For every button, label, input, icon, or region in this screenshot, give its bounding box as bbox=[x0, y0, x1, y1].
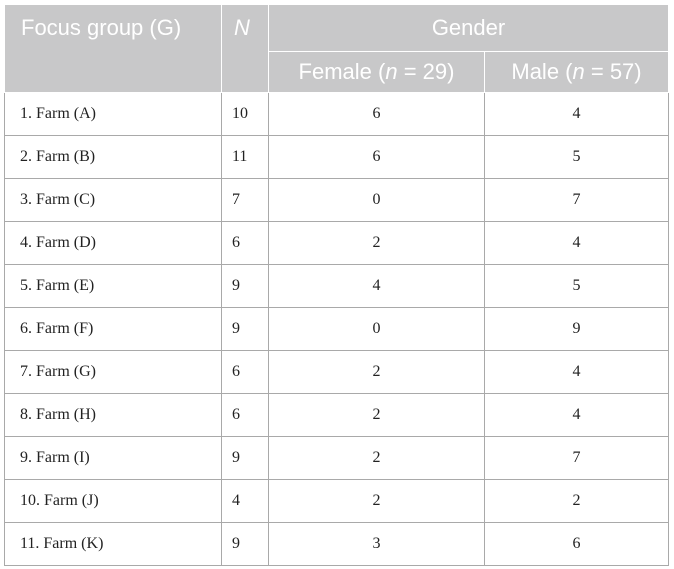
table-row: 11. Farm (K) 9 3 6 bbox=[4, 522, 670, 566]
cell-female: 2 bbox=[268, 479, 485, 523]
cell-male: 5 bbox=[483, 264, 670, 308]
cell-n: 7 bbox=[221, 178, 269, 222]
cell-male: 4 bbox=[483, 350, 670, 394]
cell-focus-group: 2. Farm (B) bbox=[4, 135, 222, 179]
cell-n: 6 bbox=[221, 393, 269, 437]
cell-focus-group: 3. Farm (C) bbox=[4, 178, 222, 222]
cell-n: 10 bbox=[221, 92, 269, 136]
cell-female: 0 bbox=[268, 307, 485, 351]
cell-male: 4 bbox=[483, 221, 670, 265]
cell-male: 6 bbox=[483, 522, 670, 566]
cell-female: 6 bbox=[268, 135, 485, 179]
header-focus-group: Focus group (G) bbox=[4, 4, 222, 93]
table-row: 2. Farm (B) 11 6 5 bbox=[4, 135, 670, 179]
table-header: Focus group (G) N Gender Female (n = 29)… bbox=[4, 4, 670, 93]
cell-male: 9 bbox=[483, 307, 670, 351]
cell-focus-group: 4. Farm (D) bbox=[4, 221, 222, 265]
table-row: 8. Farm (H) 6 2 4 bbox=[4, 393, 670, 437]
header-female-count: = 29) bbox=[397, 59, 455, 84]
cell-n: 9 bbox=[221, 264, 269, 308]
header-male-count: = 57) bbox=[584, 59, 642, 84]
header-male-n: n bbox=[572, 59, 585, 84]
cell-female: 2 bbox=[268, 221, 485, 265]
cell-n: 6 bbox=[221, 221, 269, 265]
table-row: 6. Farm (F) 9 0 9 bbox=[4, 307, 670, 351]
cell-focus-group: 5. Farm (E) bbox=[4, 264, 222, 308]
cell-focus-group: 1. Farm (A) bbox=[4, 92, 222, 136]
header-n: N bbox=[221, 4, 269, 93]
cell-female: 4 bbox=[268, 264, 485, 308]
header-gender: Gender bbox=[267, 4, 670, 52]
cell-focus-group: 10. Farm (J) bbox=[4, 479, 222, 523]
table-row: 10. Farm (J) 4 2 2 bbox=[4, 479, 670, 523]
cell-focus-group: 6. Farm (F) bbox=[4, 307, 222, 351]
cell-n: 9 bbox=[221, 307, 269, 351]
table-row: 7. Farm (G) 6 2 4 bbox=[4, 350, 670, 394]
table-row: 1. Farm (A) 10 6 4 bbox=[4, 92, 670, 136]
cell-male: 5 bbox=[483, 135, 670, 179]
cell-n: 11 bbox=[221, 135, 269, 179]
cell-female: 2 bbox=[268, 350, 485, 394]
cell-n: 6 bbox=[221, 350, 269, 394]
cell-female: 2 bbox=[268, 393, 485, 437]
cell-male: 7 bbox=[483, 436, 670, 480]
cell-female: 0 bbox=[268, 178, 485, 222]
cell-focus-group: 7. Farm (G) bbox=[4, 350, 222, 394]
cell-male: 2 bbox=[483, 479, 670, 523]
cell-focus-group: 8. Farm (H) bbox=[4, 393, 222, 437]
table-row: 5. Farm (E) 9 4 5 bbox=[4, 264, 670, 308]
cell-n: 9 bbox=[221, 522, 269, 566]
cell-female: 2 bbox=[268, 436, 485, 480]
table-body: 1. Farm (A) 10 6 4 2. Farm (B) 11 6 5 3. Farm (C… bbox=[4, 92, 670, 566]
cell-focus-group: 9. Farm (I) bbox=[4, 436, 222, 480]
table-row: 9. Farm (I) 9 2 7 bbox=[4, 436, 670, 480]
header-male-label: Male ( bbox=[511, 59, 573, 84]
cell-male: 4 bbox=[483, 92, 670, 136]
table-row: 3. Farm (C) 7 0 7 bbox=[4, 178, 670, 222]
focus-group-table: Focus group (G) N Gender Female (n = 29)… bbox=[4, 4, 670, 566]
cell-n: 9 bbox=[221, 436, 269, 480]
cell-female: 3 bbox=[268, 522, 485, 566]
cell-male: 7 bbox=[483, 178, 670, 222]
header-female-n: n bbox=[385, 59, 398, 84]
cell-male: 4 bbox=[483, 393, 670, 437]
header-female: Female (n = 29) bbox=[268, 51, 485, 93]
table-row: 4. Farm (D) 6 2 4 bbox=[4, 221, 670, 265]
cell-n: 4 bbox=[221, 479, 269, 523]
cell-focus-group: 11. Farm (K) bbox=[4, 522, 222, 566]
header-female-label: Female ( bbox=[298, 59, 386, 84]
cell-female: 6 bbox=[268, 92, 485, 136]
header-male: Male (n = 57) bbox=[483, 51, 670, 93]
